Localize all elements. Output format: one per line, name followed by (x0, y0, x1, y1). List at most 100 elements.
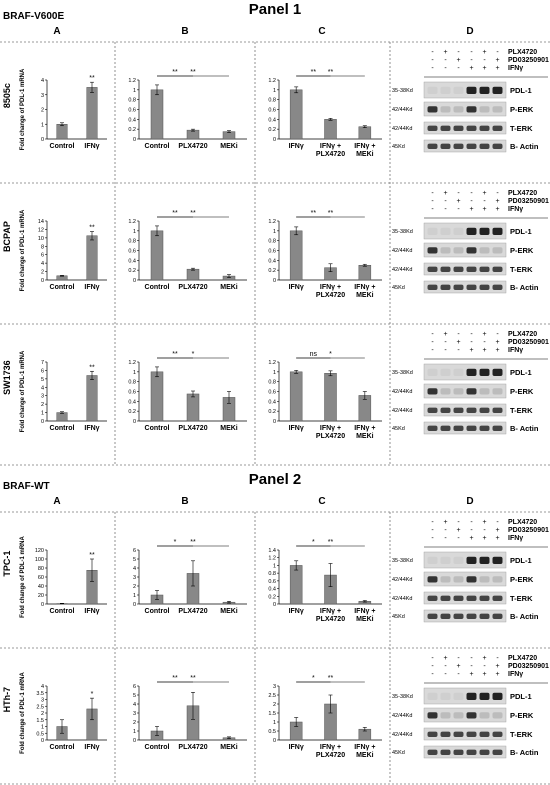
blot-band (453, 227, 464, 235)
cell-line-label: 8505c (2, 83, 12, 108)
treatment-sign: - (431, 49, 434, 56)
y-tick-label: 2 (273, 702, 276, 708)
category-label: IFNγ + PLX4720 (316, 143, 345, 158)
blot-band (479, 712, 490, 719)
blot-band (427, 247, 438, 254)
blot-band (492, 284, 503, 290)
category-label-line: MEKi (356, 752, 374, 759)
blot-band (453, 692, 464, 700)
y-tick-label: 0 (133, 602, 136, 608)
y-tick-label: 2 (41, 402, 44, 408)
treatment-sign: + (482, 49, 486, 56)
blot-band (427, 284, 438, 290)
blot-band (492, 388, 503, 395)
treatment-sign: - (470, 57, 473, 64)
blot-band (479, 143, 490, 149)
y-tick-label: 1.2 (268, 219, 276, 225)
treatment-label: PD03250901 (508, 527, 549, 534)
category-label-line: Control (145, 744, 170, 751)
y-tick-label: 1 (133, 370, 136, 376)
treatment-sign: - (470, 663, 473, 670)
bar-chart-B: 0 1 2 3 4 5 6 Control PLX4720 MEKi ** ** (133, 675, 247, 751)
kd-label: 35-38Kd (392, 229, 413, 235)
treatment-sign: - (483, 198, 486, 205)
blot-band (440, 284, 451, 290)
column-letter-B: B (181, 26, 188, 37)
bracket-label: * (312, 539, 315, 546)
blot-band (492, 712, 503, 719)
blot-band (466, 86, 477, 94)
blot-band (453, 266, 464, 272)
blot-band (440, 556, 451, 564)
treatment-sign: + (456, 527, 460, 534)
treatment-sign: - (457, 206, 460, 213)
blot-band (453, 425, 464, 431)
blot-band (466, 284, 477, 290)
band-label: T-ERK (510, 594, 533, 603)
treatment-sign: + (443, 331, 447, 338)
kd-label: 42/44Kd (392, 713, 413, 719)
significance-star: ** (89, 552, 95, 559)
group-label: BRAF-V600E (3, 11, 64, 22)
bar (289, 371, 303, 422)
y-tick-label: 0.4 (268, 258, 276, 264)
blot-band (453, 106, 464, 113)
category-label-line: IFNγ + (320, 425, 341, 432)
treatment-sign: - (431, 57, 434, 64)
treatment-sign: - (470, 198, 473, 205)
category-label-line: IFNγ + (320, 143, 341, 150)
blot-band (466, 712, 477, 719)
treatment-sign: - (457, 65, 460, 72)
blot-band (479, 284, 490, 290)
category-label: Control (145, 425, 170, 432)
bar (86, 87, 98, 140)
blot-band (440, 407, 451, 413)
blot-band (479, 407, 490, 413)
treatment-sign: + (482, 535, 486, 542)
treatment-label: PD03250901 (508, 339, 549, 346)
treatment-label: IFNγ (508, 671, 523, 678)
y-axis-label: Fold change of PDL-1 mRNA (20, 68, 26, 150)
blot-band (453, 143, 464, 149)
treatment-sign: + (456, 663, 460, 670)
treatment-sign: + (443, 190, 447, 197)
treatment-sign: - (470, 49, 473, 56)
band-label: PDL-1 (510, 227, 532, 236)
bar (56, 412, 68, 422)
blot-band (427, 425, 438, 431)
blot-band (453, 407, 464, 413)
bracket-label: ** (328, 69, 334, 76)
treatment-sign: + (495, 198, 499, 205)
cell-line-label: BCPAP (2, 221, 12, 252)
blot-band (479, 692, 490, 700)
kd-label: 45Kd (392, 614, 405, 620)
kd-label: 35-38Kd (392, 88, 413, 94)
y-tick-label: 4 (41, 261, 44, 267)
y-tick-label: 0.2 (268, 594, 276, 600)
treatment-label: PD03250901 (508, 57, 549, 64)
y-tick-label: 2 (133, 720, 136, 726)
treatment-sign: + (495, 339, 499, 346)
western-blot: - + - - + - PLX4720- - + - - + PD03250901- - - + + + IFNγ3… (392, 655, 549, 759)
blot-band (492, 556, 503, 564)
y-tick-label: 7 (41, 360, 44, 366)
y-tick-label: 1.5 (36, 718, 44, 724)
blot-band (427, 613, 438, 619)
y-tick-label: 3 (273, 684, 276, 690)
bracket-label: ** (172, 351, 178, 358)
treatment-sign: + (469, 535, 473, 542)
blot-band (466, 556, 477, 564)
blot-band (440, 368, 451, 376)
bar (358, 265, 372, 281)
blot-band (492, 143, 503, 149)
category-label-line: MEKi (220, 284, 238, 291)
blot-band (492, 595, 503, 601)
category-label: IFNγ + MEKi (354, 284, 375, 299)
treatment-sign: - (444, 198, 447, 205)
blot-band (427, 749, 438, 755)
category-label-line: Control (50, 608, 75, 615)
blot-band (440, 425, 451, 431)
blot-band (453, 284, 464, 290)
category-label: IFNγ + PLX4720 (316, 608, 345, 623)
